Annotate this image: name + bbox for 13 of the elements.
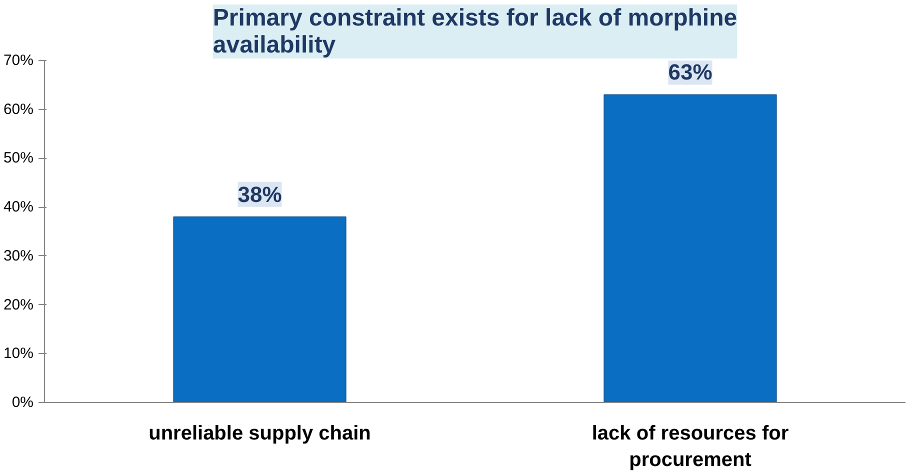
y-tick-label: 30% <box>3 247 34 264</box>
data-label: 38% <box>238 182 282 207</box>
y-tick-label: 0% <box>12 394 34 411</box>
y-tick-label: 20% <box>3 296 34 314</box>
data-label: 63% <box>668 60 712 85</box>
x-tick-label: lack of resources for procurement <box>592 422 789 471</box>
chart-title: Primary constraint exists for lack of morphine availability <box>212 4 738 58</box>
y-tick-label: 40% <box>3 198 34 216</box>
y-tick-label: 50% <box>3 150 34 167</box>
x-tick-label: unreliable supply chain <box>148 422 371 444</box>
y-tick-label: 60% <box>3 100 34 118</box>
y-tick-label: 70% <box>3 52 34 69</box>
y-tick-label: 10% <box>3 345 34 362</box>
